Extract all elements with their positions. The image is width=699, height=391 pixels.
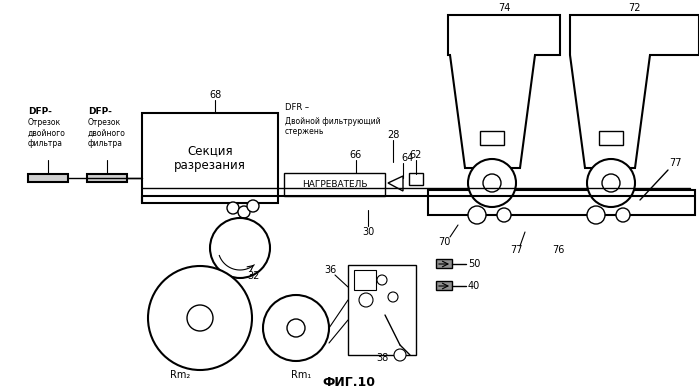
Bar [354, 270, 376, 290]
Circle shape [587, 159, 635, 207]
Bar [284, 173, 385, 196]
Bar [142, 113, 278, 203]
Text: Отрезок
двойного
фильтра: Отрезок двойного фильтра [88, 118, 126, 148]
Circle shape [187, 305, 213, 331]
Circle shape [394, 349, 406, 361]
Bar [409, 173, 423, 185]
Circle shape [359, 293, 373, 307]
Circle shape [468, 159, 516, 207]
Text: DFP-: DFP- [88, 108, 112, 117]
Text: 28: 28 [387, 130, 399, 140]
Text: 70: 70 [438, 237, 450, 247]
Text: Двойной фильтрующий
стержень: Двойной фильтрующий стержень [285, 117, 381, 136]
Circle shape [587, 206, 605, 224]
Text: 76: 76 [552, 245, 564, 255]
Text: 50: 50 [468, 259, 480, 269]
Circle shape [616, 208, 630, 222]
Text: 64: 64 [402, 153, 414, 163]
Text: 77: 77 [510, 245, 522, 255]
Text: 36: 36 [324, 265, 336, 275]
Text: НАГРЕВАТЕЛЬ: НАГРЕВАТЕЛЬ [302, 180, 367, 189]
Text: Rm₁: Rm₁ [291, 370, 311, 380]
Bar [428, 190, 695, 215]
Text: DFP-: DFP- [28, 108, 52, 117]
Text: Отрезок
двойного
фильтра: Отрезок двойного фильтра [28, 118, 66, 148]
Text: 38: 38 [376, 353, 388, 363]
Polygon shape [570, 15, 699, 168]
Text: 77: 77 [669, 158, 682, 168]
Text: 68: 68 [209, 90, 221, 100]
Bar [436, 281, 452, 290]
Text: 74: 74 [498, 3, 510, 13]
Circle shape [388, 292, 398, 302]
Text: Rm₂: Rm₂ [170, 370, 190, 380]
Text: DFR –: DFR – [285, 104, 309, 113]
Circle shape [377, 275, 387, 285]
Text: ФИГ.10: ФИГ.10 [322, 375, 375, 389]
Circle shape [602, 174, 620, 192]
Bar [599, 131, 623, 145]
Bar [436, 259, 452, 268]
Polygon shape [448, 15, 560, 168]
Text: Секция
разрезания: Секция разрезания [174, 144, 246, 172]
Circle shape [148, 266, 252, 370]
Polygon shape [388, 176, 403, 191]
Bar [87, 174, 127, 182]
Circle shape [483, 174, 501, 192]
Bar [348, 265, 416, 355]
Circle shape [287, 319, 305, 337]
Text: 66: 66 [350, 150, 362, 160]
Circle shape [247, 200, 259, 212]
Text: 40: 40 [468, 281, 480, 291]
Text: 62: 62 [410, 150, 422, 160]
Circle shape [210, 218, 270, 278]
Circle shape [468, 206, 486, 224]
Bar [480, 131, 504, 145]
Circle shape [238, 206, 250, 218]
Circle shape [227, 202, 239, 214]
Text: 72: 72 [628, 3, 640, 13]
Text: 32: 32 [248, 271, 260, 281]
Circle shape [263, 295, 329, 361]
Bar [28, 174, 68, 182]
Text: 30: 30 [362, 227, 374, 237]
Circle shape [497, 208, 511, 222]
